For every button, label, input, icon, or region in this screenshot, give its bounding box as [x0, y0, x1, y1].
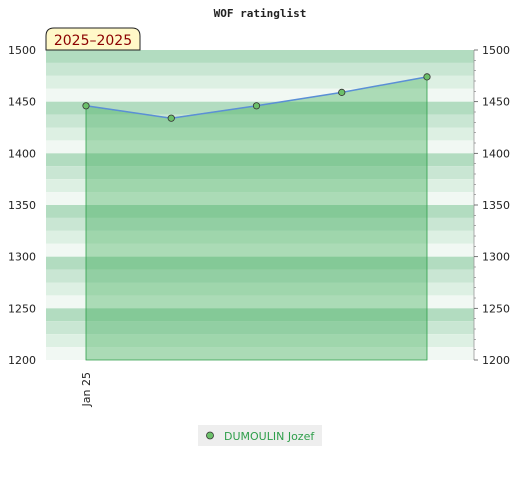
period-label: 2025–2025 [54, 33, 132, 49]
y-tick-label-right: 1450 [482, 96, 510, 109]
grid-band [46, 127, 474, 141]
grid-band [46, 205, 474, 218]
grid-band [46, 269, 474, 283]
y-tick-label-left: 1450 [8, 96, 36, 109]
legend-box [198, 425, 322, 446]
grid-band [46, 217, 474, 231]
data-point [338, 88, 346, 96]
grid-band [46, 308, 474, 322]
x-axis: Jan 25 [80, 372, 93, 407]
legend-series-name: DUMOULIN Jozef [224, 430, 315, 443]
y-tick-label-right: 1250 [482, 302, 510, 315]
y-tick-label-left: 1200 [8, 354, 36, 367]
grid-band [46, 347, 474, 360]
period-badge: 2025–2025 [45, 27, 141, 51]
period-badge-box [45, 27, 141, 51]
y-tick-label-right: 1400 [482, 147, 510, 160]
data-point [82, 102, 90, 110]
legend-marker [206, 431, 214, 440]
grid-band [46, 179, 474, 193]
y-axis-left: 1200 1250 1300 1350 1400 1450 1500 [8, 44, 36, 367]
y-tick-label-left: 1250 [8, 302, 36, 315]
grid-band [46, 256, 474, 270]
y-tick-label-right: 1200 [482, 354, 510, 367]
x-tick-label: Jan 25 [80, 372, 93, 407]
grid-band [46, 243, 474, 257]
chart-title: WOF ratinglist [214, 7, 307, 20]
grid-band [46, 114, 474, 128]
legend[interactable]: DUMOULIN Jozef [198, 425, 322, 446]
y-tick-label-right: 1300 [482, 251, 510, 264]
grid-band [46, 334, 474, 348]
grid-band [46, 153, 474, 167]
grid-band [46, 75, 474, 89]
series-area [85, 76, 428, 361]
y-tick-label-left: 1500 [8, 44, 36, 57]
grid-band [46, 321, 474, 335]
y-tick-label-left: 1300 [8, 251, 36, 264]
grid-band [46, 101, 474, 115]
grid-band [46, 50, 474, 63]
y-axis-right: 1200 1250 1300 1350 1400 1450 1500 [473, 44, 510, 367]
y-tick-label-right: 1500 [482, 44, 510, 57]
grid-band [46, 140, 474, 154]
grid-band [46, 62, 474, 76]
plot-area [82, 73, 431, 361]
data-point [423, 73, 431, 81]
plot-bands [46, 50, 474, 360]
grid-band [46, 295, 474, 309]
grid-band [46, 282, 474, 296]
y-tick-label-left: 1350 [8, 199, 36, 212]
data-point [167, 114, 175, 122]
grid-band [46, 88, 474, 102]
data-point [252, 102, 261, 110]
y-tick-label-left: 1400 [8, 147, 36, 160]
y-tick-label-right: 1350 [482, 199, 510, 212]
grid-band [46, 166, 474, 180]
grid-band [46, 192, 474, 205]
grid-band [46, 230, 474, 244]
